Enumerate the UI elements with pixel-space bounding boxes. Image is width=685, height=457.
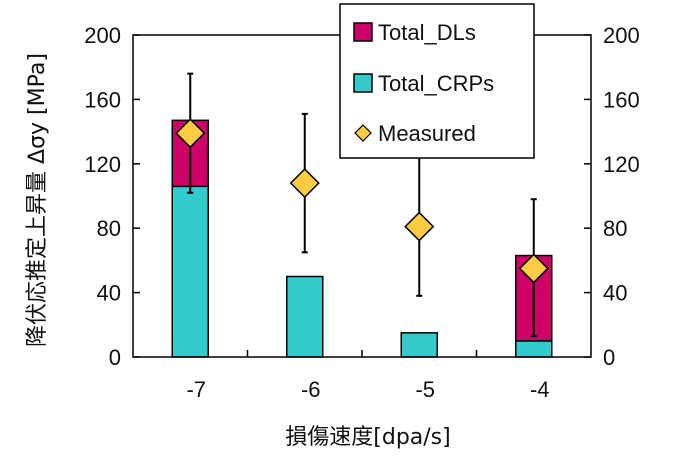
y-axis-label: 降伏応推定上昇量 Δσy [MPa] [25, 53, 50, 347]
x-axis-label: 損傷速度[dpa/s] [285, 425, 450, 450]
measured-marker [175, 118, 206, 149]
y-axis-right-ticks: 0 40 80 120 160 200 [584, 23, 640, 370]
legend-swatch-total-crps [353, 73, 373, 93]
y-left-tick-label: 80 [97, 216, 121, 241]
y-left-tick-label: 200 [84, 23, 121, 48]
x-tick-label: -5 [415, 377, 435, 402]
bar-total-crps [286, 275, 324, 358]
y-right-tick-label: 200 [603, 23, 640, 48]
measured-markers [175, 118, 549, 284]
measured-marker [289, 168, 320, 199]
x-tick-label: -4 [530, 377, 550, 402]
x-axis-ticks: -7 -6 -5 -4 [186, 350, 550, 402]
legend-label-total-dls: Total_DLs [378, 20, 476, 45]
y-right-tick-label: 40 [603, 281, 627, 306]
legend-label-total-crps: Total_CRPs [378, 71, 494, 96]
bar-total-crps [515, 340, 553, 358]
bar-total-crps [171, 185, 209, 358]
measured-marker [404, 211, 435, 242]
bar-total-crps [400, 332, 438, 358]
y-left-tick-label: 120 [84, 152, 121, 177]
y-right-tick-label: 160 [603, 87, 640, 112]
y-right-tick-label: 120 [603, 152, 640, 177]
measured-marker [518, 253, 549, 284]
y-left-tick-label: 160 [84, 87, 121, 112]
x-tick-label: -7 [186, 377, 206, 402]
legend-swatch-total-dls [353, 22, 373, 42]
y-left-tick-label: 0 [109, 345, 121, 370]
y-right-tick-label: 0 [603, 345, 615, 370]
legend-swatch-measured [354, 124, 372, 142]
y-right-tick-label: 80 [603, 216, 627, 241]
x-tick-label: -6 [301, 377, 321, 402]
y-axis-left-ticks: 0 40 80 120 160 200 [84, 23, 140, 370]
legend: Total_DLs Total_CRPs Measured [339, 3, 535, 159]
legend-label-measured: Measured [378, 121, 476, 146]
y-left-tick-label: 40 [97, 281, 121, 306]
